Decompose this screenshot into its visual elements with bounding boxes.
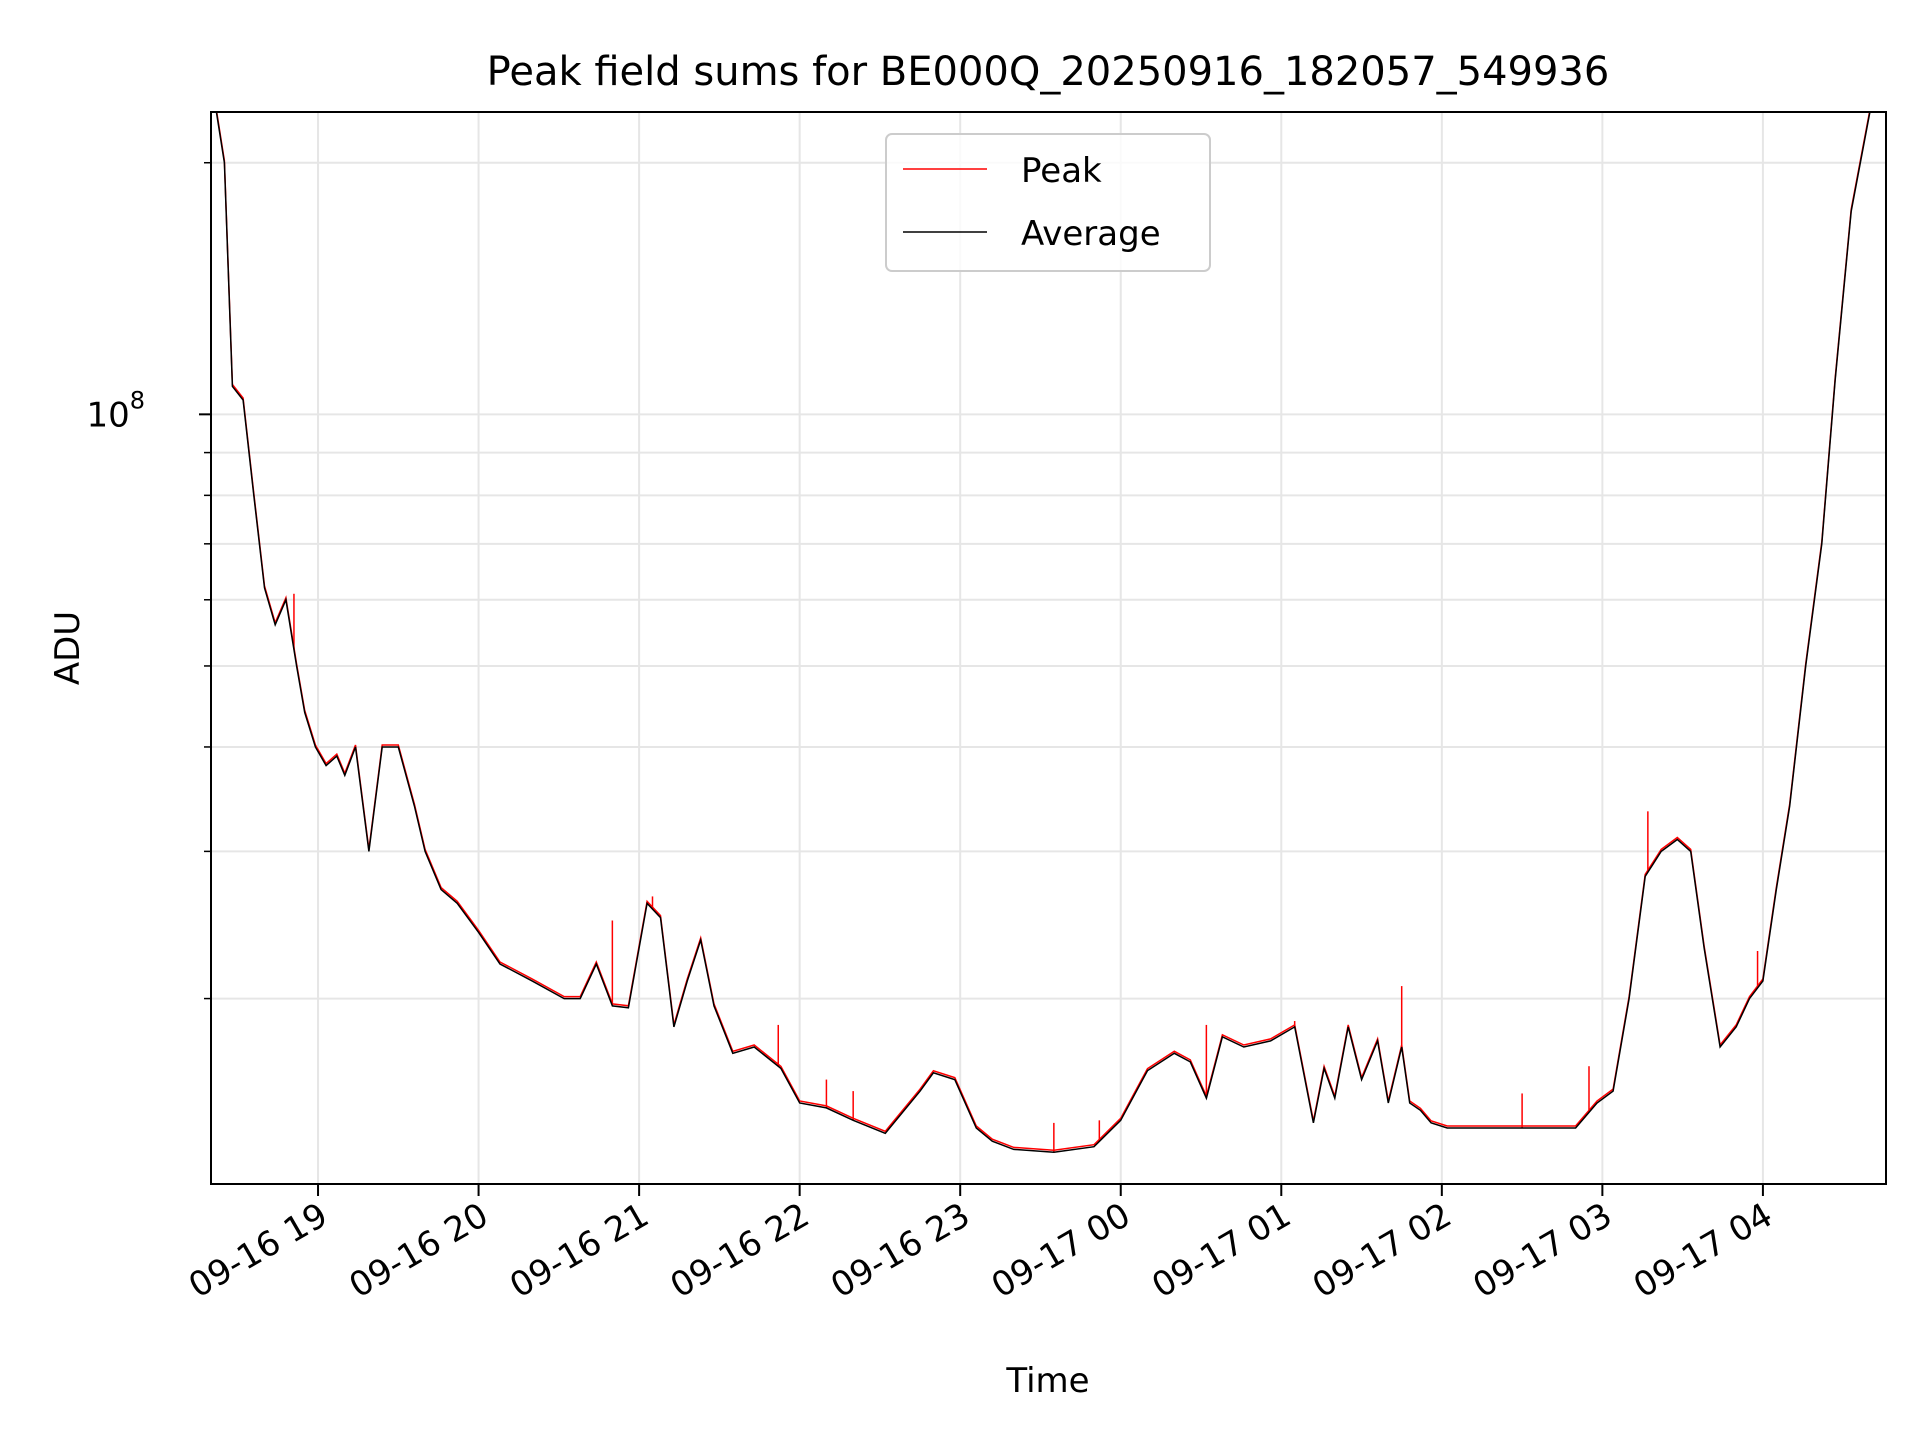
x-tick-label: 09-16 20 (343, 1195, 495, 1306)
x-tick-label: 09-17 00 (985, 1195, 1137, 1306)
x-tick-label: 09-16 21 (503, 1195, 655, 1306)
x-tick-label: 09-17 01 (1145, 1195, 1297, 1306)
legend-average-label: Average (1021, 214, 1161, 254)
x-tick-label: 09-17 02 (1306, 1195, 1458, 1306)
y-tick-exponent: 8 (130, 386, 145, 414)
x-tick-label: 09-16 22 (664, 1195, 816, 1306)
y-tick-label: 108 (86, 386, 145, 435)
series-average-line (215, 112, 1871, 1153)
grid-lines (211, 112, 1886, 1184)
x-tick-label: 09-17 03 (1466, 1195, 1618, 1306)
legend: Peak Average (885, 133, 1211, 272)
legend-peak-label: Peak (1021, 151, 1102, 191)
axis-ticks: 108 09-16 19 09-16 20 09-16 21 09-16 22 09-16… (86, 161, 1779, 1306)
plot-area (215, 112, 1871, 1153)
y-axis-label: ADU (48, 611, 88, 685)
plot-frame (210, 111, 1887, 1185)
x-tick-label: 09-16 19 (182, 1195, 334, 1306)
x-tick-label: 09-16 23 (824, 1195, 976, 1306)
x-tick-label: 09-17 04 (1627, 1195, 1779, 1306)
x-axis-label: Time (1005, 1361, 1089, 1401)
chart-title: Peak field sums for BE000Q_20250916_1820… (487, 49, 1610, 95)
